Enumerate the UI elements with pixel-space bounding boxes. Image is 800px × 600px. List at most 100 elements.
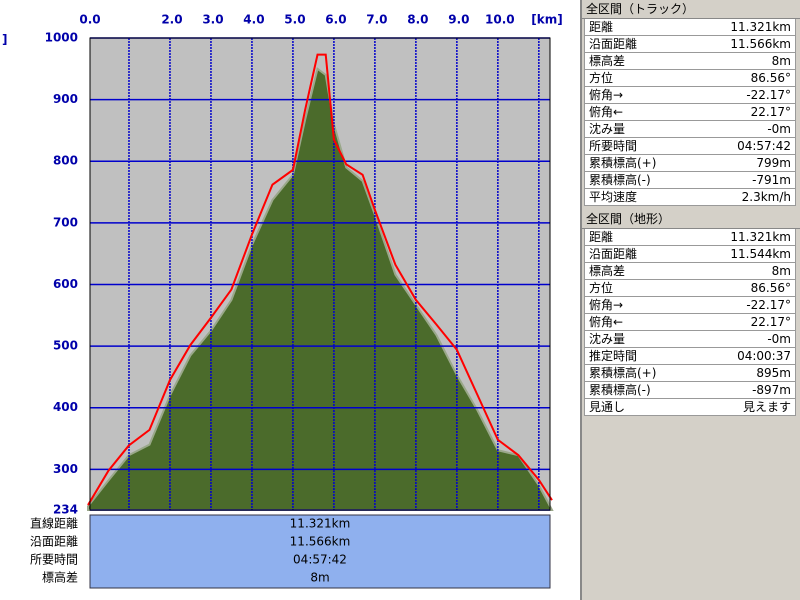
y-tick-label: 1000	[45, 31, 78, 45]
y-tick-label: 600	[53, 277, 78, 291]
stat-row: 見通し 見えます	[584, 399, 796, 416]
stat-label: 累積標高(-)	[589, 173, 651, 187]
stat-label: 所要時間	[589, 139, 638, 153]
stat-label: 標高差	[589, 54, 626, 68]
x-unit: [km]	[531, 13, 562, 27]
stat-value: 895m	[756, 366, 791, 380]
summary-label: 所要時間	[30, 553, 78, 567]
stat-label: 沿面距離	[589, 37, 638, 51]
stat-value: -791m	[752, 173, 791, 187]
y-tick-label: 800	[53, 154, 78, 168]
x-tick-label: 9.0	[448, 13, 469, 27]
summary-value: 8m	[310, 571, 329, 585]
stat-row: 平均速度 2.3km/h	[584, 189, 796, 206]
x-tick-label: 2.0	[161, 13, 182, 27]
stat-row: 沈み量 -0m	[584, 331, 796, 348]
stat-value: 11.566km	[730, 37, 791, 51]
x-tick-label: 6.0	[325, 13, 346, 27]
stat-value: 86.56°	[750, 281, 791, 295]
stat-value: 2.3km/h	[741, 190, 791, 204]
stat-row: 距離 11.321km	[584, 19, 796, 36]
x-tick-label: 4.0	[243, 13, 264, 27]
stat-value: 8m	[771, 54, 791, 68]
stat-label: 沿面距離	[589, 247, 638, 261]
stat-label: 推定時間	[589, 349, 638, 363]
stat-label: 俯角←	[589, 105, 624, 119]
stat-label: 方位	[589, 281, 614, 295]
y-tick-label: 234	[53, 503, 78, 517]
stat-value: 見えます	[742, 400, 791, 414]
stat-value: -0m	[767, 122, 791, 136]
y-tick-label: 500	[53, 339, 78, 353]
y-tick-label: 700	[53, 215, 78, 229]
stat-row: 累積標高(+) 799m	[584, 155, 796, 172]
stat-row: 推定時間 04:00:37	[584, 348, 796, 365]
x-tick-label: 10.0	[485, 13, 515, 27]
stat-value: 04:00:37	[737, 349, 791, 363]
x-tick-label: 5.0	[284, 13, 305, 27]
stat-label: 累積標高(-)	[589, 383, 651, 397]
y-unit: ]	[2, 33, 7, 47]
stat-value: 11.321km	[730, 20, 791, 34]
x-tick-label: 0.0	[79, 13, 100, 27]
x-tick-label: 8.0	[407, 13, 428, 27]
stat-label: 距離	[589, 20, 614, 34]
stat-label: 沈み量	[589, 122, 626, 136]
stat-label: 距離	[589, 230, 614, 244]
stat-label: 方位	[589, 71, 614, 85]
summary-value: 04:57:42	[293, 553, 347, 567]
stat-value: -22.17°	[746, 88, 791, 102]
stat-row: 俯角→ -22.17°	[584, 297, 796, 314]
stat-label: 標高差	[589, 264, 626, 278]
stat-value: 11.544km	[730, 247, 791, 261]
panel-title: 全区間（トラック）	[582, 0, 800, 19]
summary-label: 直線距離	[30, 516, 78, 531]
stat-row: 俯角← 22.17°	[584, 104, 796, 121]
summary-box	[89, 514, 551, 589]
summary-label: 標高差	[42, 570, 78, 585]
stat-row: 方位 86.56°	[584, 280, 796, 297]
stat-row: 俯角← 22.17°	[584, 314, 796, 331]
stat-label: 累積標高(+)	[589, 366, 657, 380]
stat-row: 標高差 8m	[584, 53, 796, 70]
stats-panel: 全区間（トラック） 距離 11.321km 沿面距離 11.566km 標高差 8m 方位 86…	[580, 0, 800, 600]
stat-value: -22.17°	[746, 298, 791, 312]
stat-value: 04:57:42	[737, 139, 791, 153]
stat-row: 沿面距離 11.566km	[584, 36, 796, 53]
stat-label: 平均速度	[589, 190, 638, 204]
summary-value: 11.566km	[290, 535, 351, 549]
x-tick-label: 3.0	[202, 13, 223, 27]
stat-value: -897m	[752, 383, 791, 397]
stat-row: 沈み量 -0m	[584, 121, 796, 138]
panel-title: 全区間（地形）	[582, 210, 800, 229]
stat-value: 8m	[771, 264, 791, 278]
stat-row: 俯角→ -22.17°	[584, 87, 796, 104]
stat-value: 11.321km	[730, 230, 791, 244]
summary-label: 沿面距離	[30, 535, 78, 549]
stat-label: 見通し	[589, 400, 626, 414]
stat-value: -0m	[767, 332, 791, 346]
y-tick-label: 900	[53, 92, 78, 106]
stat-row: 所要時間 04:57:42	[584, 138, 796, 155]
stat-value: 22.17°	[750, 315, 791, 329]
y-tick-label: 300	[53, 462, 78, 476]
stat-row: 標高差 8m	[584, 263, 796, 280]
stat-value: 22.17°	[750, 105, 791, 119]
elevation-area	[87, 67, 554, 511]
stat-row: 累積標高(-) -791m	[584, 172, 796, 189]
stat-label: 累積標高(+)	[589, 156, 657, 170]
stat-value: 799m	[756, 156, 791, 170]
plot-border	[89, 37, 551, 511]
stat-row: 累積標高(+) 895m	[584, 365, 796, 382]
stat-value: 86.56°	[750, 71, 791, 85]
stat-label: 俯角←	[589, 315, 624, 329]
y-tick-label: 400	[53, 400, 78, 414]
stat-row: 距離 11.321km	[584, 229, 796, 246]
stat-row: 沿面距離 11.544km	[584, 246, 796, 263]
stat-label: 沈み量	[589, 332, 626, 346]
stat-label: 俯角→	[589, 298, 624, 312]
stat-row: 累積標高(-) -897m	[584, 382, 796, 399]
x-tick-label: 7.0	[366, 13, 387, 27]
